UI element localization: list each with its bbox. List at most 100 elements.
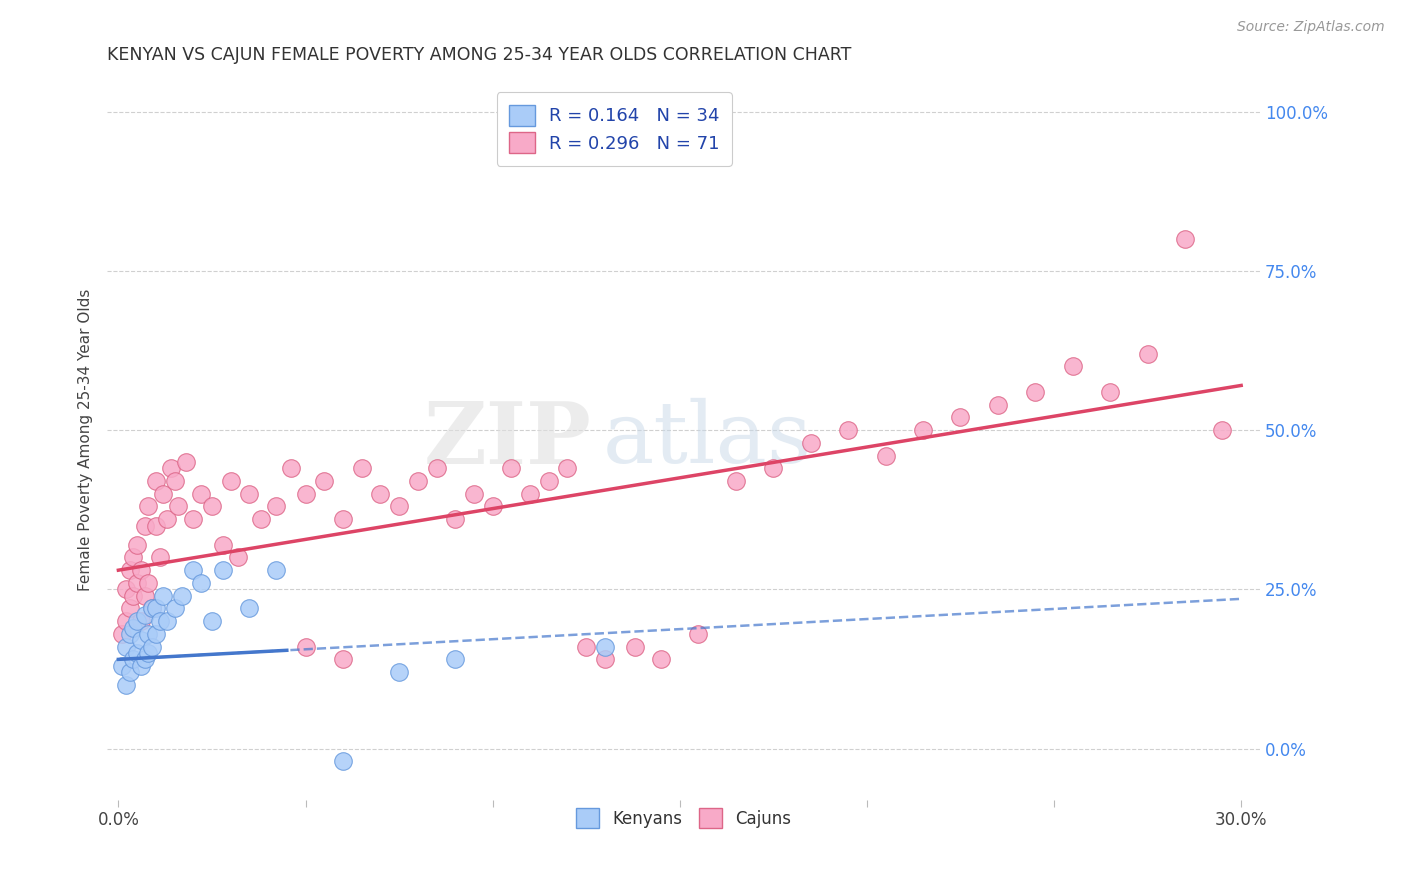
Point [129,563,152,577]
Point [163,474,186,488]
Point [145,601,167,615]
Legend: Kenyans, Cajuns: Kenyans, Cajuns [569,802,799,834]
Text: Source: ZipAtlas.com: Source: ZipAtlas.com [1237,20,1385,34]
Point [174,455,197,469]
Point [167,500,190,514]
Point [163,601,186,615]
Point [134,607,156,622]
Point [875,449,897,463]
Point [136,500,159,514]
Point [800,435,823,450]
Point [141,601,163,615]
Text: KENYAN VS CAJUN FEMALE POVERTY AMONG 25-34 YEAR OLDS CORRELATION CHART: KENYAN VS CAJUN FEMALE POVERTY AMONG 25-… [107,46,852,64]
Point [212,538,235,552]
Point [111,627,134,641]
Point [145,627,167,641]
Point [129,633,152,648]
Point [127,614,149,628]
Point [129,658,152,673]
Point [159,461,181,475]
Point [388,665,411,679]
Point [593,652,616,666]
Point [134,518,156,533]
Point [190,576,212,591]
Point [127,576,149,591]
Point [501,461,523,475]
Point [575,640,598,654]
Point [332,754,354,768]
Point [294,640,316,654]
Point [557,461,579,475]
Point [425,461,447,475]
Point [238,601,260,615]
Text: ZIP: ZIP [423,398,592,482]
Point [122,550,145,565]
Point [1024,384,1046,399]
Point [1211,423,1233,437]
Point [122,589,145,603]
Point [122,620,145,634]
Point [1062,359,1084,374]
Point [115,582,138,597]
Point [280,461,302,475]
Point [141,640,163,654]
Point [136,627,159,641]
Y-axis label: Female Poverty Among 25-34 Year Olds: Female Poverty Among 25-34 Year Olds [79,288,93,591]
Point [388,500,411,514]
Point [201,500,224,514]
Point [762,461,785,475]
Point [1099,384,1122,399]
Point [264,500,287,514]
Point [134,652,156,666]
Point [264,563,287,577]
Point [145,518,167,533]
Point [537,474,560,488]
Point [118,563,141,577]
Point [136,576,159,591]
Point [219,474,242,488]
Point [170,589,193,603]
Point [118,665,141,679]
Point [181,512,204,526]
Point [148,614,170,628]
Point [152,589,174,603]
Point [249,512,271,526]
Point [148,550,170,565]
Point [156,512,179,526]
Point [314,474,336,488]
Point [463,487,485,501]
Point [837,423,859,437]
Point [1136,346,1159,360]
Point [115,678,138,692]
Point [519,487,541,501]
Point [987,398,1010,412]
Point [190,487,212,501]
Point [724,474,747,488]
Point [294,487,316,501]
Point [181,563,204,577]
Point [444,512,467,526]
Text: atlas: atlas [603,398,811,481]
Point [111,658,134,673]
Point [115,614,138,628]
Point [122,652,145,666]
Point [115,640,138,654]
Point [406,474,429,488]
Point [650,652,672,666]
Point [156,614,179,628]
Point [481,500,503,514]
Point [141,601,163,615]
Point [118,601,141,615]
Point [444,652,467,666]
Point [593,640,616,654]
Point [332,652,354,666]
Point [370,487,392,501]
Point [949,410,972,425]
Point [145,474,167,488]
Point [136,646,159,660]
Point [118,627,141,641]
Point [332,512,354,526]
Point [127,538,149,552]
Point [226,550,249,565]
Point [129,614,152,628]
